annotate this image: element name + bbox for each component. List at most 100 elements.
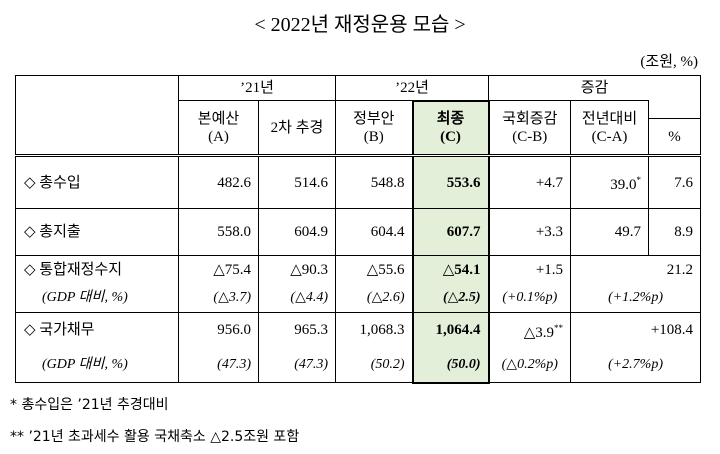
header-row: ’21년 ’22년 증감 bbox=[15, 75, 702, 156]
column-code: (C-B) bbox=[512, 128, 548, 145]
value-cell: 1,064.4 bbox=[411, 312, 490, 348]
value: △3.9 bbox=[523, 324, 555, 341]
note-mark: ** bbox=[554, 322, 564, 333]
sub-row: (GDP 대비, %) (△3.7) (△4.4) (△2.6) (△2.5) (+0.1… bbox=[15, 284, 702, 313]
column-code: (C) bbox=[440, 128, 461, 145]
value-cell: 482.6 bbox=[178, 154, 259, 209]
value-cell: +4.7 bbox=[488, 154, 572, 209]
value: 514.6 bbox=[294, 174, 329, 191]
value: 21.2 bbox=[666, 262, 694, 279]
sub-label: (GDP 대비, %) bbox=[15, 284, 179, 313]
value: 1,068.3 bbox=[359, 322, 405, 339]
sub-value: (△2.5) bbox=[411, 284, 490, 313]
value: 8.9 bbox=[674, 224, 694, 240]
column-name: 최종 bbox=[436, 110, 465, 127]
value-cell: △90.3 bbox=[257, 255, 337, 285]
column-header: 전년대비 (C-A) bbox=[570, 100, 650, 156]
sub-value: (△3.7) bbox=[178, 284, 259, 313]
value-cell: 604.9 bbox=[257, 208, 337, 256]
header-row: % bbox=[16, 118, 702, 156]
data-row: ◇ 통합재정수지 △75.4 △90.3 △55.6 △54.1 +1.5 21.2 bbox=[15, 255, 702, 285]
value: △90.3 bbox=[290, 262, 329, 279]
footnote: ** ’21년 초과세수 활용 국채축소 △2.5조원 포함 bbox=[10, 429, 300, 445]
value-cell: 514.6 bbox=[257, 154, 337, 209]
value-cell: △75.4 bbox=[178, 255, 259, 285]
row-label: ◇ 총지출 bbox=[15, 208, 179, 256]
sub-value: (+1.2%p) bbox=[570, 284, 702, 313]
value-cell: △55.6 bbox=[335, 255, 414, 285]
data-row: ◇ 총지출 558.0 604.9 604.4 607.7 +3.3 49.7 8.9 bbox=[15, 208, 702, 256]
sub-row: (GDP 대비, %) (47.3) (47.3) (50.2) (50.0) (△0.2… bbox=[15, 347, 702, 384]
value-cell: 1,068.3 bbox=[335, 312, 414, 348]
value-cell: 553.6 bbox=[411, 154, 490, 209]
footnote: * 총수입은 ’21년 추경대비 bbox=[10, 397, 169, 413]
column-name: 본예산 bbox=[197, 110, 240, 127]
value-cell: △54.1 bbox=[411, 255, 490, 285]
column-header: % bbox=[648, 118, 702, 156]
sub-value: (△2.6) bbox=[335, 284, 414, 313]
column-header: 최종 (C) bbox=[411, 99, 490, 156]
value-cell: 7.6 bbox=[648, 154, 702, 209]
value: 965.3 bbox=[294, 322, 329, 339]
data-row: ◇ 국가채무 956.0 965.3 1,068.3 1,064.4 △3.9** +108… bbox=[15, 312, 702, 348]
value: 548.8 bbox=[370, 174, 405, 191]
table-body: ’21년 ’22년 증감 본예산 (A) 2차 추경 정부안 (B) 최종 (C) 국… bbox=[15, 75, 702, 384]
value-cell: +1.5 bbox=[488, 255, 572, 285]
sub-value: (+0.1%p) bbox=[488, 284, 572, 313]
blank-cell bbox=[648, 100, 702, 119]
row-label: ◇ 통합재정수지 bbox=[15, 255, 179, 285]
sub-label: (GDP 대비, %) bbox=[15, 347, 179, 383]
sub-value: (△4.4) bbox=[257, 284, 337, 313]
group-header: ’21년 bbox=[177, 75, 337, 101]
value: 558.0 bbox=[217, 224, 251, 240]
group-header: ’22년 bbox=[335, 75, 490, 101]
value-cell: +3.3 bbox=[488, 208, 572, 256]
value-cell: 548.8 bbox=[335, 154, 414, 209]
sub-value: (50.0) bbox=[411, 347, 490, 384]
value-cell: 965.3 bbox=[257, 312, 337, 348]
value-cell: 604.4 bbox=[335, 208, 414, 256]
value: +108.4 bbox=[650, 322, 694, 339]
sub-value: (50.2) bbox=[335, 347, 414, 383]
group-header: 증감 bbox=[488, 75, 702, 101]
value: 482.6 bbox=[217, 174, 251, 191]
column-name: 국회증감 bbox=[502, 110, 558, 127]
value: 1,064.4 bbox=[435, 322, 481, 339]
column-header: 2차 추경 bbox=[257, 100, 337, 156]
value-cell: 8.9 bbox=[648, 208, 702, 256]
column-code: (B) bbox=[363, 128, 384, 145]
value: 49.7 bbox=[614, 224, 642, 240]
value: +4.7 bbox=[535, 174, 564, 191]
value-cell: 49.7 bbox=[570, 208, 650, 256]
value: 553.6 bbox=[446, 174, 481, 191]
value-cell: 607.7 bbox=[411, 208, 490, 256]
value: 39.0 bbox=[610, 177, 637, 193]
value-cell: △3.9** bbox=[488, 312, 572, 348]
column-code: (A) bbox=[208, 128, 229, 145]
title: < 2022년 재정운용 모습 > bbox=[254, 14, 466, 36]
sub-value: (47.3) bbox=[257, 347, 337, 383]
value-cell: 39.0* bbox=[570, 154, 650, 209]
value: 604.9 bbox=[294, 224, 329, 240]
value-cell: 21.2 bbox=[570, 255, 702, 285]
column-name: 전년대비 bbox=[581, 110, 638, 127]
column-code: (C-A) bbox=[591, 128, 628, 145]
value: 604.4 bbox=[370, 224, 405, 240]
column-name: 정부안 bbox=[353, 110, 395, 127]
corner-cell bbox=[15, 75, 179, 156]
value: △55.6 bbox=[366, 262, 405, 279]
header-row: 본예산 (A) 2차 추경 정부안 (B) 최종 (C) 국회증감 (C-B) 전년대비… bbox=[16, 99, 702, 156]
row-label: ◇ 총수입 bbox=[15, 154, 179, 209]
sub-value: (+2.7%p) bbox=[570, 347, 702, 383]
value: △75.4 bbox=[213, 262, 251, 279]
sub-value: (△0.2%p) bbox=[488, 347, 572, 383]
column-header: 본예산 (A) bbox=[178, 100, 259, 156]
budget-table: ’21년 ’22년 증감 본예산 (A) 2차 추경 정부안 (B) 최종 (C) 국… bbox=[15, 75, 702, 384]
value-cell: +108.4 bbox=[570, 312, 702, 348]
data-row: ◇ 총수입 482.6 514.6 548.8 553.6 +4.7 39.0* 7.6 bbox=[15, 154, 702, 209]
row-label: ◇ 국가채무 bbox=[15, 312, 179, 348]
sub-value: (47.3) bbox=[178, 347, 259, 383]
column-header: 국회증감 (C-B) bbox=[488, 100, 572, 156]
value: 607.7 bbox=[446, 224, 481, 240]
